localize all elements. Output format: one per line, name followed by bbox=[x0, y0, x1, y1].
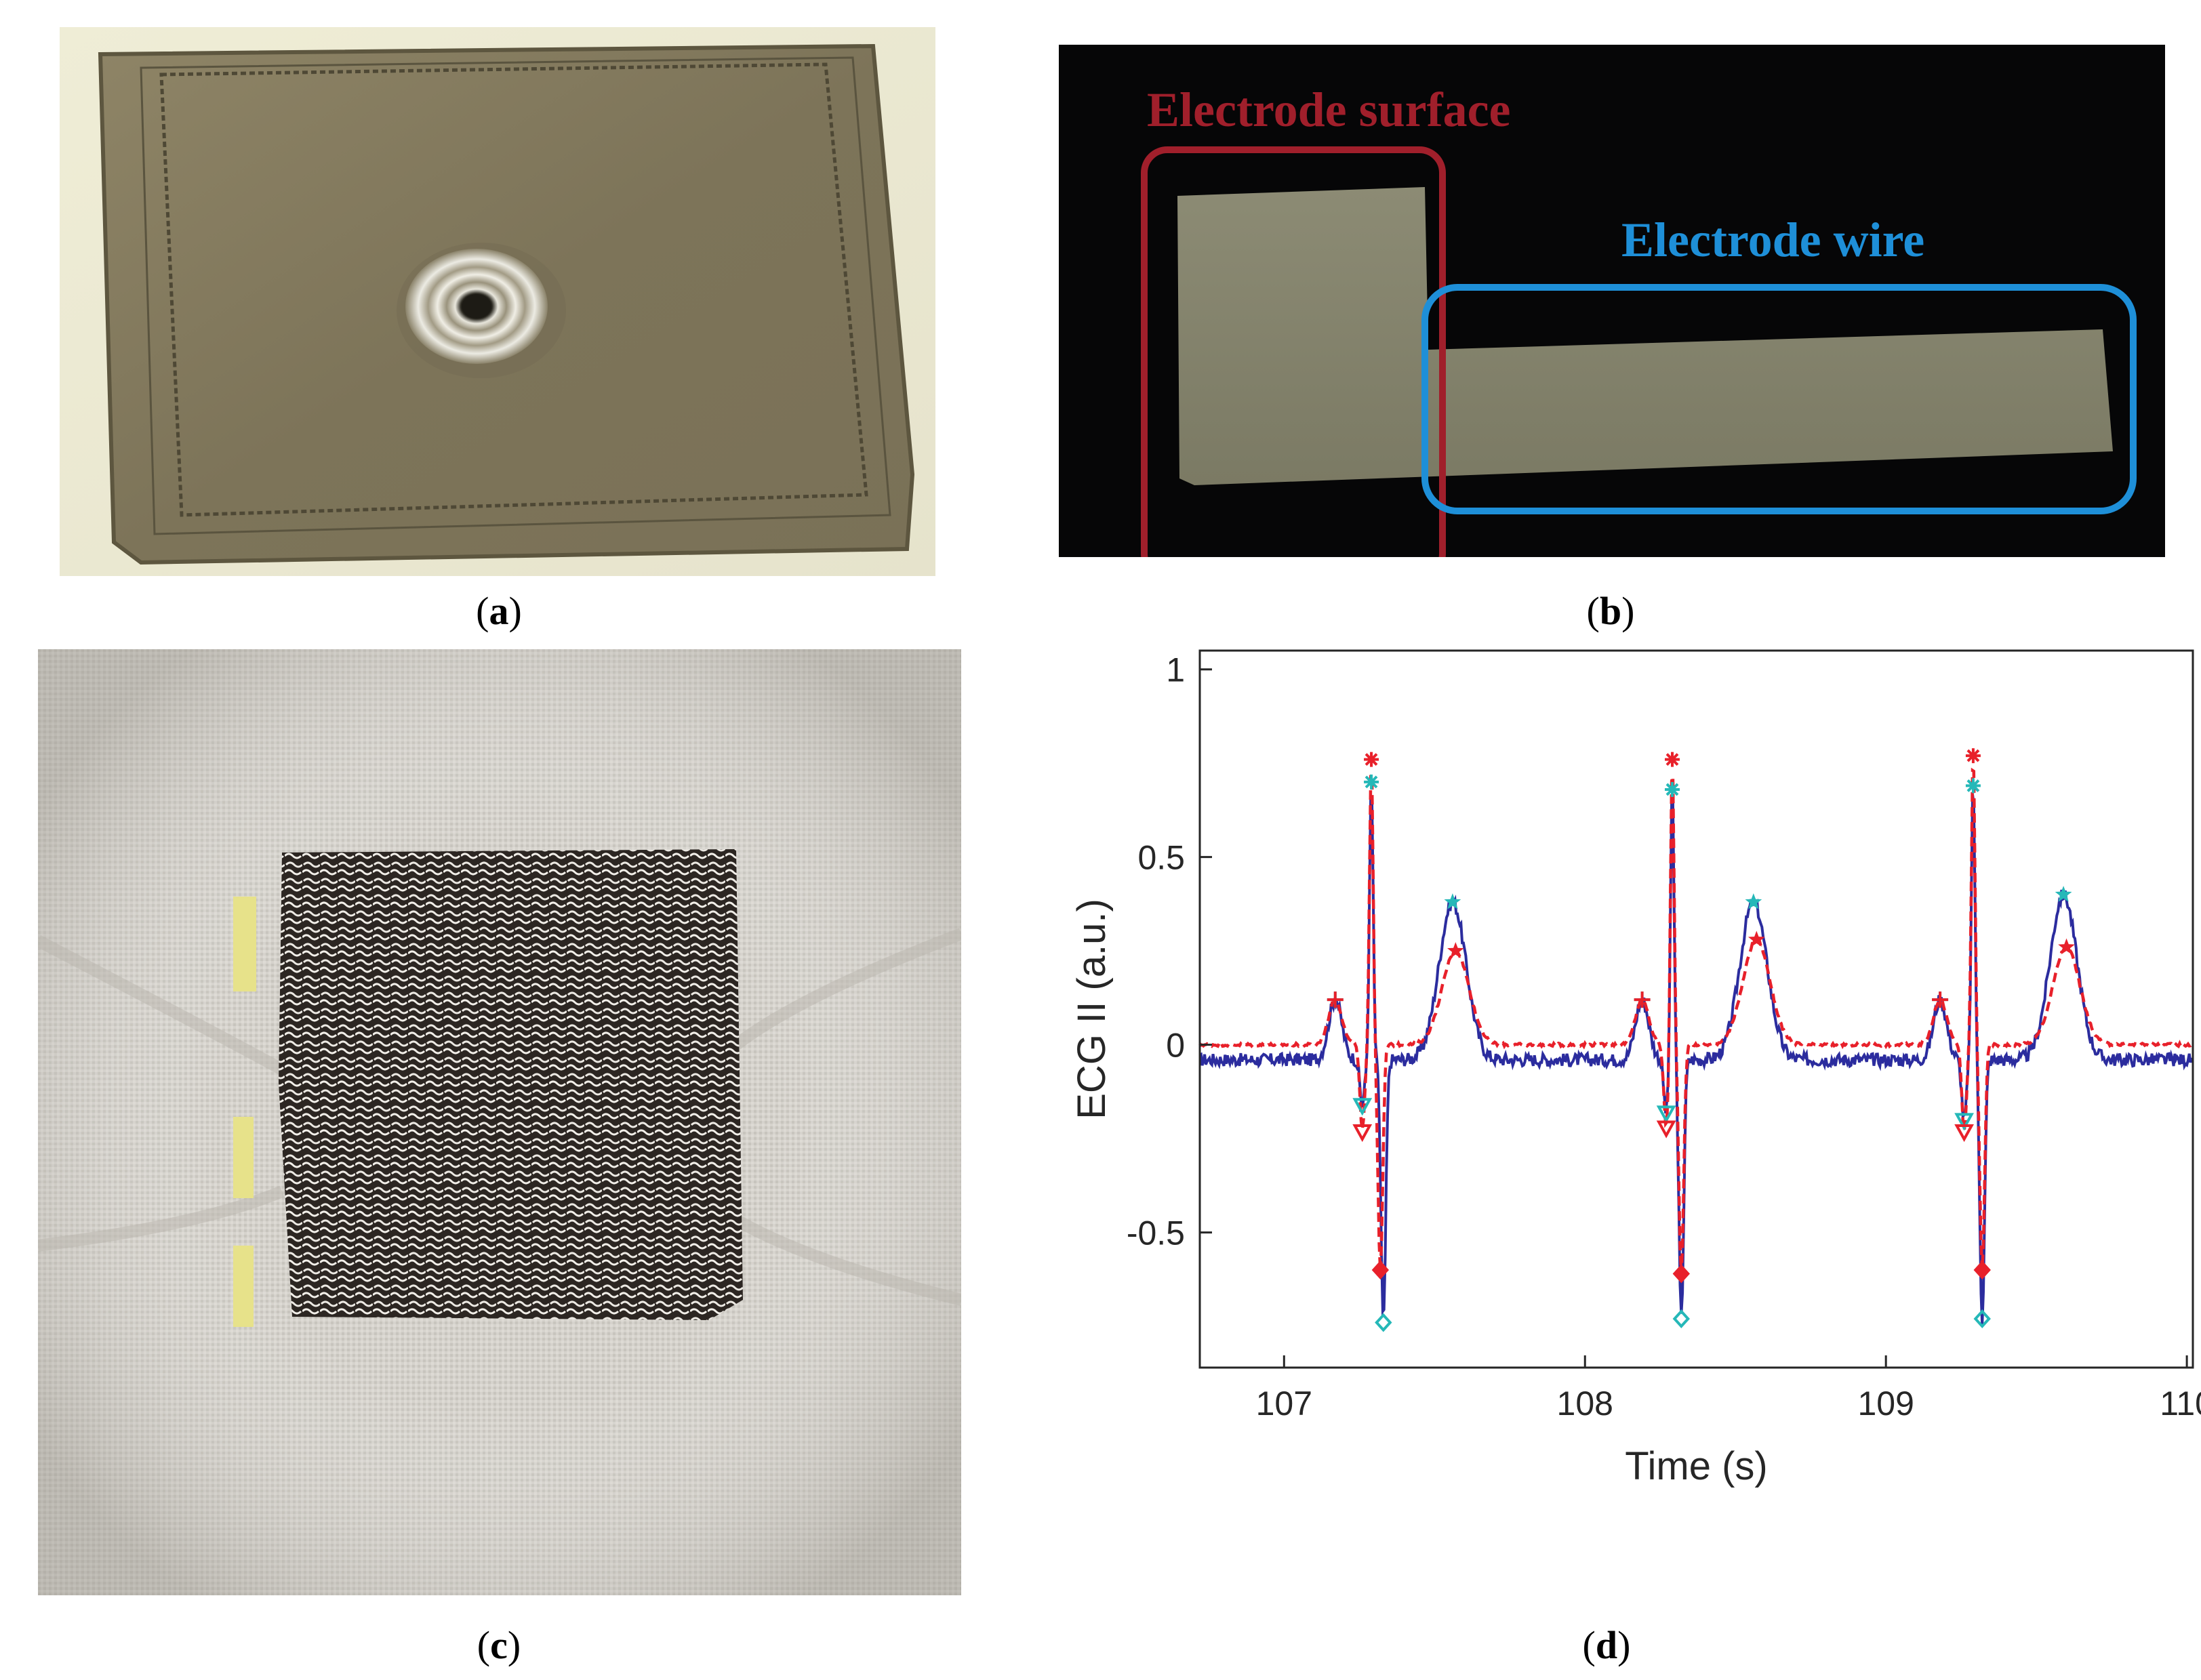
x-tick-label: 108 bbox=[1557, 1385, 1613, 1422]
electrode-wire-box bbox=[1421, 284, 2137, 514]
panel-a-image bbox=[60, 27, 935, 576]
q-wave-marker bbox=[1954, 1124, 1974, 1143]
q-wave-marker bbox=[1656, 1120, 1676, 1139]
electrode-surface-fabric bbox=[1177, 187, 2113, 485]
x-axis-label: Time (s) bbox=[1625, 1444, 1767, 1488]
plot-frame bbox=[1198, 649, 2194, 1369]
y-axis-label: ECG II (a.u.) bbox=[1070, 899, 1114, 1120]
panel-b-caption: (b) bbox=[1543, 588, 1678, 634]
ecg-markers bbox=[1327, 748, 2075, 1332]
panel-a-caption-close: ) bbox=[508, 589, 522, 633]
p-wave-marker bbox=[1932, 991, 1949, 1008]
r-peak-marker bbox=[1965, 778, 1981, 794]
t-wave-marker bbox=[2058, 938, 2075, 955]
r-peak-marker bbox=[1664, 781, 1680, 797]
p-wave-marker bbox=[1634, 991, 1651, 1008]
r-peak-marker bbox=[1664, 752, 1680, 767]
panel-d-caption-open: ( bbox=[1582, 1623, 1596, 1667]
s-wave-marker bbox=[1375, 1313, 1392, 1332]
x-tick-label: 107 bbox=[1256, 1385, 1312, 1422]
t-wave-marker bbox=[1447, 942, 1464, 958]
panel-c-photo bbox=[38, 649, 961, 1595]
panel-c-caption-letter: c bbox=[490, 1623, 508, 1667]
panel-b-caption-close: ) bbox=[1621, 589, 1635, 633]
panel-a-caption-letter: a bbox=[489, 589, 509, 633]
r-peak-marker bbox=[1965, 748, 1981, 764]
q-wave-marker bbox=[1954, 1113, 1974, 1131]
t-wave-marker bbox=[1748, 930, 1765, 947]
panel-c-caption-open: ( bbox=[477, 1623, 491, 1667]
ecg-series-solid bbox=[1199, 790, 2194, 1324]
panel-b-photo: Electrode surface Electrode wire bbox=[1059, 45, 2165, 557]
panel-b-image: Electrode surface Electrode wire bbox=[1059, 45, 2165, 557]
x-tick-label: 109 bbox=[1857, 1385, 1914, 1422]
electrode-surface-box bbox=[1141, 146, 1446, 557]
electrode-surface-label: Electrode surface bbox=[1147, 83, 1510, 137]
y-tick-label: 0 bbox=[1166, 1027, 1185, 1065]
panel-b-caption-open: ( bbox=[1586, 589, 1600, 633]
p-wave-marker bbox=[1327, 991, 1344, 1008]
panel-d-chart: 107 108 109 110 -0.5 0 0.5 1 Time (s) ECG II (… bbox=[1003, 630, 2201, 1613]
ecg-series-dashed bbox=[1198, 767, 2193, 1275]
y-ticks: -0.5 0 0.5 1 bbox=[1127, 651, 1212, 1252]
panel-a-photo bbox=[60, 27, 935, 576]
t-wave-marker bbox=[1444, 893, 1461, 909]
y-tick-label: -0.5 bbox=[1127, 1214, 1185, 1252]
q-wave-marker bbox=[1656, 1105, 1676, 1124]
x-ticks: 107 108 109 110 bbox=[1256, 1355, 2201, 1422]
s-wave-marker bbox=[1371, 1261, 1390, 1279]
panel-d-caption: (d) bbox=[1539, 1622, 1674, 1668]
y-tick-label: 1 bbox=[1166, 651, 1185, 689]
panel-c-image bbox=[38, 649, 961, 1595]
r-peak-marker bbox=[1364, 774, 1379, 790]
s-wave-marker bbox=[1672, 1264, 1691, 1284]
t-wave-marker bbox=[1745, 893, 1762, 909]
s-wave-marker bbox=[1672, 1309, 1691, 1328]
panel-c-caption-close: ) bbox=[507, 1623, 521, 1667]
panel-c-caption: (c) bbox=[431, 1622, 567, 1668]
q-wave-marker bbox=[1352, 1098, 1373, 1116]
y-tick-label: 0.5 bbox=[1137, 839, 1185, 877]
s-wave-marker bbox=[1973, 1261, 1991, 1279]
panel-b-caption-letter: b bbox=[1599, 589, 1622, 633]
ecg-traces bbox=[1198, 767, 2194, 1324]
electrode-wire-label: Electrode wire bbox=[1621, 213, 1924, 267]
q-wave-marker bbox=[1352, 1124, 1373, 1143]
x-tick-label: 110 bbox=[2160, 1385, 2201, 1422]
ecg-chart: 107 108 109 110 -0.5 0 0.5 1 Time (s) ECG II (… bbox=[1070, 649, 2201, 1488]
panel-d-caption-close: ) bbox=[1617, 1623, 1631, 1667]
s-wave-marker bbox=[1973, 1309, 1991, 1328]
knitted-electrode bbox=[279, 849, 743, 1320]
t-wave-marker bbox=[2055, 886, 2072, 902]
panel-a-caption: (a) bbox=[431, 588, 567, 634]
panel-a-caption-open: ( bbox=[476, 589, 489, 633]
panel-d-caption-letter: d bbox=[1595, 1623, 1618, 1667]
r-peak-marker bbox=[1364, 752, 1379, 767]
